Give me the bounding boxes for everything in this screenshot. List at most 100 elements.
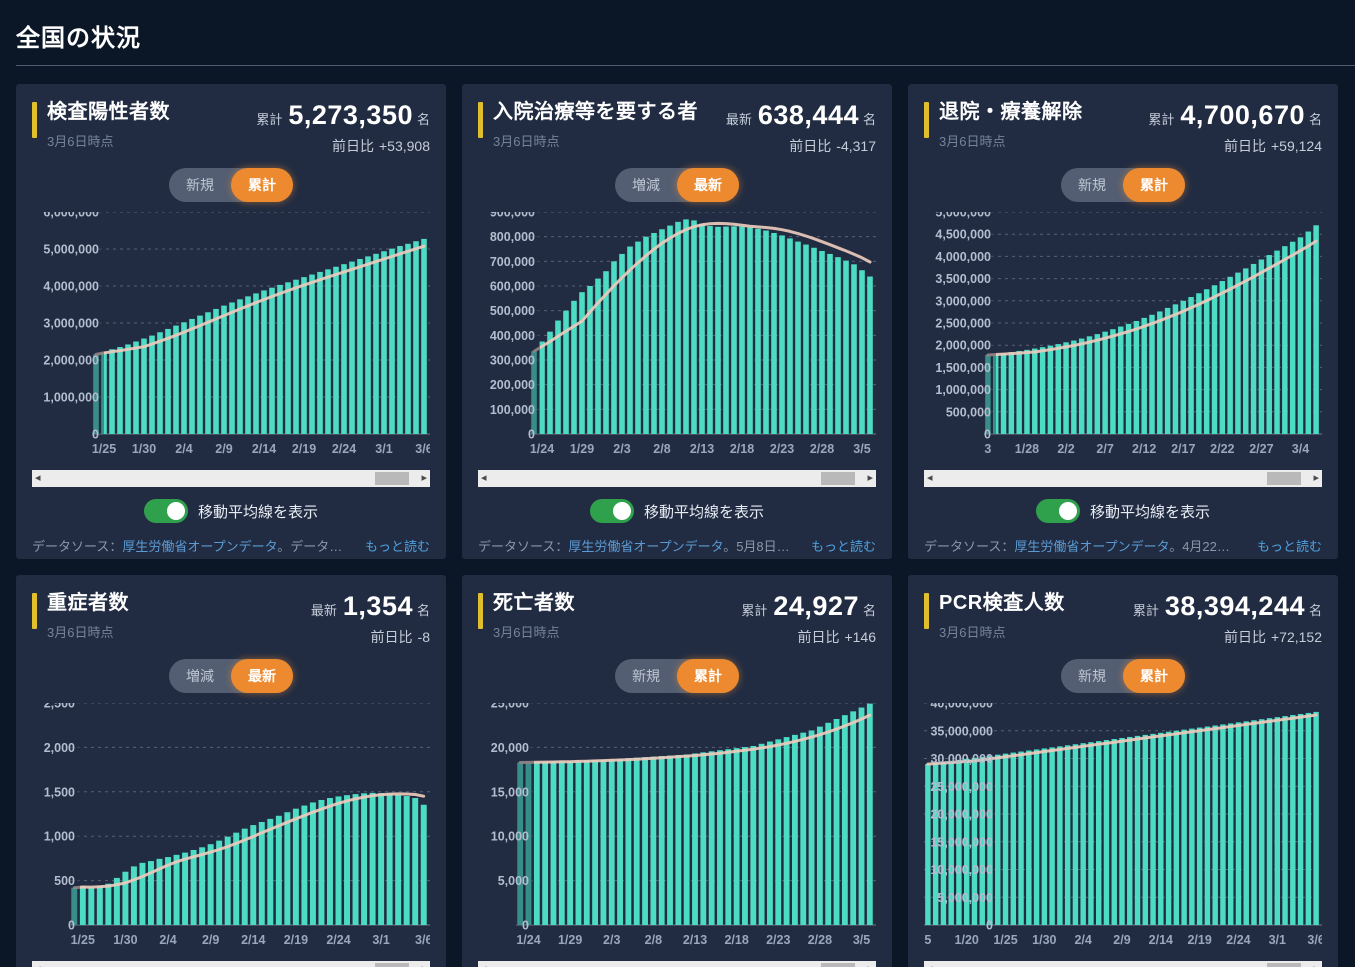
moving-average-toggle[interactable]	[143, 499, 188, 523]
toggle-option[interactable]: 累計	[1123, 168, 1185, 202]
svg-text:1,000,000: 1,000,000	[935, 383, 991, 397]
scroll-right-icon[interactable]: ▸	[1313, 962, 1319, 967]
card-title: 死亡者数	[493, 592, 575, 614]
stat-value: 5,273,350	[288, 100, 413, 130]
chart-scrollbar[interactable]: ◂ ▸	[32, 961, 430, 967]
scroll-right-icon[interactable]: ▸	[867, 472, 873, 484]
moving-average-label: 移動平均線を表示	[1089, 503, 1210, 521]
read-more-link[interactable]: もっと読む	[1256, 539, 1322, 554]
svg-text:4,000,000: 4,000,000	[935, 250, 991, 264]
svg-text:0: 0	[986, 919, 993, 933]
scroll-left-icon[interactable]: ◂	[481, 962, 487, 967]
chart-svg[interactable]: 0 500,000 1,000,000 1,500,000 2,000,000 2,500…	[924, 212, 1322, 462]
svg-text:2/22: 2/22	[1210, 442, 1234, 456]
section-header: 全国の状況	[16, 18, 1355, 66]
svg-text:700,000: 700,000	[490, 255, 535, 269]
chart-svg[interactable]: 0 5,000,000 10,000,000 15,000,000 20,000,000…	[924, 703, 1322, 953]
toggle-option[interactable]: 最新	[231, 659, 293, 693]
chart-svg[interactable]: 0 500 1,000 1,500 2,000 2,500 1/25 1/30 2/4 2/9 2/…	[32, 703, 430, 953]
scroll-right-icon[interactable]: ▸	[1313, 472, 1319, 484]
scrollbar-thumb[interactable]	[1267, 472, 1301, 485]
scroll-left-icon[interactable]: ◂	[35, 962, 41, 967]
source-suffix: 。4月22…	[1169, 539, 1230, 554]
scrollbar-thumb[interactable]	[375, 472, 409, 485]
day-over-day: 前日比 +53,908	[256, 136, 430, 156]
diff-value: -4,317	[836, 138, 876, 154]
svg-text:300,000: 300,000	[490, 354, 535, 368]
scroll-right-icon[interactable]: ▸	[421, 472, 427, 484]
svg-text:2/14: 2/14	[252, 442, 276, 456]
svg-text:35,000,000: 35,000,000	[930, 724, 993, 738]
toggle-option[interactable]: 増減	[186, 668, 214, 684]
svg-text:1,500: 1,500	[44, 785, 75, 799]
chart-svg[interactable]: 0 100,000 200,000 300,000 400,000 500,000 600,…	[478, 212, 876, 462]
scroll-left-icon[interactable]: ◂	[481, 472, 487, 484]
stat-label: 累計	[1132, 603, 1159, 618]
scrollbar-thumb[interactable]	[821, 472, 855, 485]
svg-text:2/28: 2/28	[810, 442, 834, 456]
toggle-option[interactable]: 新規	[186, 177, 214, 193]
stat-value: 1,354	[342, 591, 413, 621]
source-prefix: データソース：	[924, 539, 1015, 554]
svg-text:2/8: 2/8	[645, 933, 662, 947]
view-toggle: 増減 最新	[615, 168, 739, 202]
stat-label: 累計	[1148, 112, 1175, 127]
scrollbar-thumb[interactable]	[1267, 963, 1301, 967]
scroll-left-icon[interactable]: ◂	[35, 472, 41, 484]
card-title: 検査陽性者数	[47, 101, 170, 123]
svg-text:3/1: 3/1	[1269, 933, 1286, 947]
svg-text:2/13: 2/13	[683, 933, 707, 947]
svg-text:3/5: 3/5	[853, 442, 870, 456]
svg-text:20,000,000: 20,000,000	[930, 808, 993, 822]
moving-average-toggle[interactable]	[1035, 499, 1080, 523]
svg-text:1/25: 1/25	[92, 442, 116, 456]
chart-scrollbar[interactable]: ◂ ▸	[924, 470, 1322, 487]
svg-text:900,000: 900,000	[490, 212, 535, 220]
diff-value: -8	[417, 629, 430, 645]
svg-text:2/18: 2/18	[724, 933, 748, 947]
source-link[interactable]: 厚生労働省オープンデータ	[1014, 539, 1170, 554]
source-link[interactable]: 厚生労働省オープンデータ	[568, 539, 724, 554]
svg-text:2/9: 2/9	[202, 933, 219, 947]
scroll-left-icon[interactable]: ◂	[927, 472, 933, 484]
chart-scrollbar[interactable]: ◂ ▸	[924, 961, 1322, 967]
toggle-option[interactable]: 最新	[677, 168, 739, 202]
moving-average-toggle[interactable]	[589, 499, 634, 523]
svg-text:3/4: 3/4	[1292, 442, 1309, 456]
toggle-option[interactable]: 累計	[231, 168, 293, 202]
source-link[interactable]: 厚生労働省オープンデータ	[122, 539, 278, 554]
svg-text:200,000: 200,000	[490, 378, 535, 392]
view-toggle: 新規 累計	[1061, 659, 1185, 693]
toggle-option[interactable]: 累計	[1123, 659, 1185, 693]
svg-text:2/8: 2/8	[653, 442, 670, 456]
scrollbar-thumb[interactable]	[375, 963, 409, 967]
toggle-option[interactable]: 累計	[677, 659, 739, 693]
chart-scrollbar[interactable]: ◂ ▸	[32, 470, 430, 487]
chart-svg[interactable]: 0 5,000 10,000 15,000 20,000 25,000 1/24 1/29 2/…	[478, 703, 876, 953]
card-header: 死亡者数 3月6日時点 累計 24,927 名 前日比 +146	[478, 591, 876, 647]
chart-scrollbar[interactable]: ◂ ▸	[478, 961, 876, 967]
accent-bar	[924, 102, 929, 138]
stat-value: 638,444	[757, 100, 859, 130]
read-more-link[interactable]: もっと読む	[810, 539, 876, 554]
stat-value: 4,700,670	[1180, 100, 1305, 130]
day-over-day: 前日比 +59,124	[1148, 136, 1322, 156]
svg-text:20,000: 20,000	[491, 741, 529, 755]
data-source: データソース：厚生労働省オープンデータ。5月8日… もっと読む	[478, 536, 876, 555]
toggle-option[interactable]: 新規	[1078, 177, 1106, 193]
chart-svg[interactable]: 0 1,000,000 2,000,000 3,000,000 4,000,000 5,0…	[32, 212, 430, 462]
chart-scrollbar[interactable]: ◂ ▸	[478, 470, 876, 487]
scroll-right-icon[interactable]: ▸	[867, 962, 873, 967]
scrollbar-thumb[interactable]	[821, 963, 855, 967]
toggle-option[interactable]: 新規	[632, 668, 660, 684]
svg-text:0: 0	[984, 428, 991, 442]
svg-text:0: 0	[68, 919, 75, 933]
scroll-right-icon[interactable]: ▸	[421, 962, 427, 967]
toggle-option[interactable]: 増減	[632, 177, 660, 193]
read-more-link[interactable]: もっと読む	[364, 539, 430, 554]
toggle-option[interactable]: 新規	[1078, 668, 1106, 684]
svg-text:500,000: 500,000	[946, 405, 991, 419]
scroll-left-icon[interactable]: ◂	[927, 962, 933, 967]
stat-card: 死亡者数 3月6日時点 累計 24,927 名 前日比 +146 新規 累計 0 5,0…	[462, 575, 892, 967]
svg-text:3,000,000: 3,000,000	[43, 317, 99, 331]
